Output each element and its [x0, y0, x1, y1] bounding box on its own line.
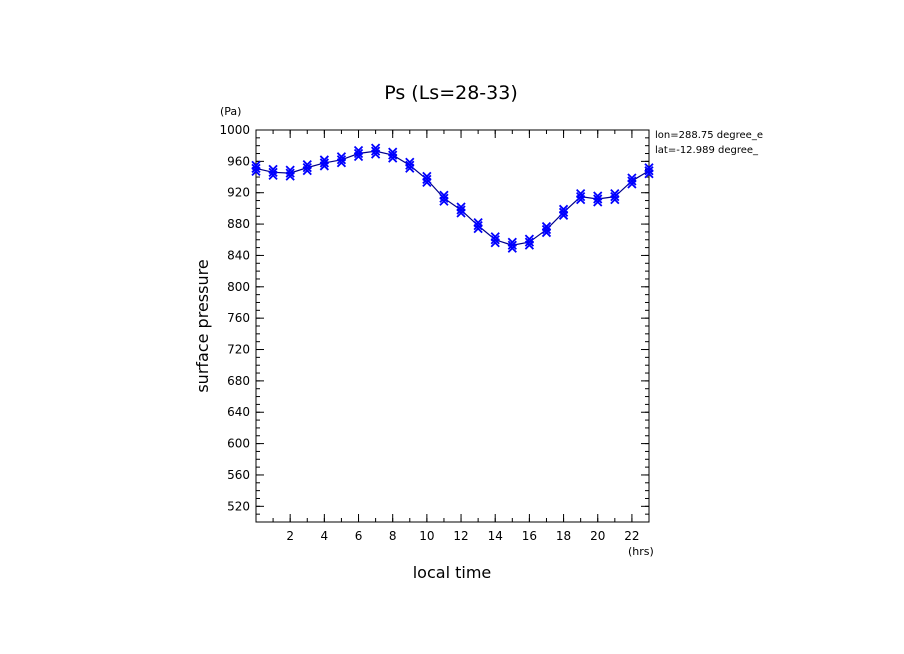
data-point [610, 189, 620, 205]
y-tick-label: 560 [227, 468, 250, 482]
data-point [388, 147, 398, 163]
x-tick-label: 8 [389, 529, 397, 543]
data-point [422, 171, 432, 188]
y-tick-label: 680 [227, 374, 250, 388]
data-point [405, 157, 415, 173]
data-point [558, 204, 569, 220]
data-point [541, 221, 552, 238]
data-point [439, 190, 449, 206]
x-tick-label: 22 [624, 529, 639, 543]
data-point [302, 159, 312, 176]
data-point [370, 143, 381, 159]
data-point [593, 191, 603, 207]
data-point [251, 160, 261, 177]
y-tick-label: 1000 [219, 123, 250, 137]
data-point [524, 234, 535, 250]
axis-ticks [255, 129, 650, 523]
annotation-lon: lon=288.75 degree_e [655, 130, 763, 141]
y-tick-label: 800 [227, 280, 250, 294]
y-tick-label: 760 [227, 311, 250, 325]
series-line [255, 150, 650, 246]
x-tick-label: 2 [286, 529, 294, 543]
x-tick-label: 4 [321, 529, 329, 543]
x-tick-label: 12 [453, 529, 468, 543]
data-point [644, 163, 654, 179]
data-point [319, 155, 329, 171]
y-tick-label: 880 [227, 217, 250, 231]
data-point [490, 232, 500, 248]
x-tick-label: 16 [522, 529, 537, 543]
y-tick-label: 920 [227, 186, 250, 200]
y-tick-labels: 520 560 600 640 680 720 760 800 840 880 920 960 1000 [219, 123, 250, 513]
data-point [627, 173, 637, 189]
data-point [576, 189, 586, 205]
plot-frame [255, 129, 650, 523]
data-point [473, 218, 483, 234]
y-tick-label: 600 [227, 437, 250, 451]
y-tick-label: 640 [227, 405, 250, 419]
y-tick-label: 520 [227, 499, 250, 513]
data-point [507, 237, 517, 253]
x-axis-label: local time [413, 563, 492, 582]
data-point [285, 165, 295, 181]
y-tick-label: 720 [227, 343, 250, 357]
x-tick-label: 10 [419, 529, 434, 543]
x-tick-label: 14 [488, 529, 503, 543]
data-point [353, 145, 364, 162]
data-point [268, 164, 278, 180]
data-point [456, 202, 466, 218]
x-tick-label: 6 [355, 529, 363, 543]
x-tick-label: 20 [590, 529, 605, 543]
y-tick-label: 840 [227, 248, 250, 262]
annotation-lat: lat=-12.989 degree_ [655, 145, 759, 156]
chart-title: Ps (Ls=28-33) [384, 82, 518, 104]
x-unit-label: (hrs) [628, 545, 654, 558]
series-layer [251, 143, 654, 253]
x-tick-labels: 2 4 6 8 10 12 14 16 18 20 22 [286, 529, 639, 543]
y-axis-label: surface pressure [193, 259, 212, 392]
data-point [336, 152, 347, 168]
y-unit-label: (Pa) [220, 105, 241, 118]
x-tick-label: 18 [556, 529, 571, 543]
y-tick-label: 960 [227, 154, 250, 168]
